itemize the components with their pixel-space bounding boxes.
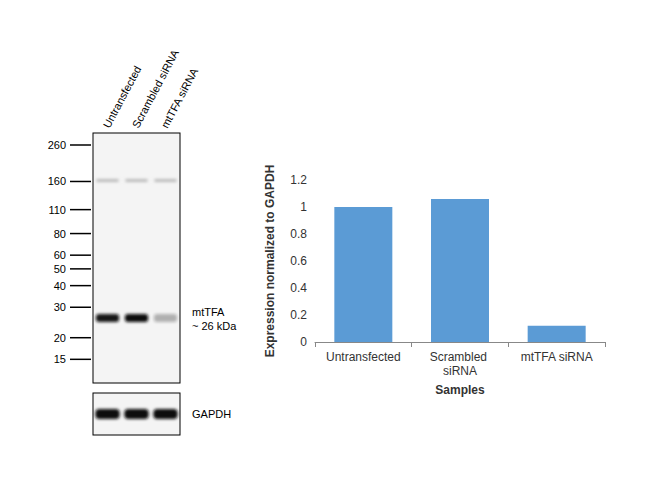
svg-text:Untransfected: Untransfected [326, 350, 401, 364]
svg-text:GAPDH: GAPDH [192, 408, 231, 420]
svg-text:40: 40 [54, 280, 66, 292]
svg-text:Samples: Samples [435, 383, 485, 397]
svg-text:1.2: 1.2 [290, 173, 307, 187]
svg-text:0.8: 0.8 [290, 227, 307, 241]
svg-text:60: 60 [54, 249, 66, 261]
svg-text:Expression normalized to GAPDH: Expression normalized to GAPDH [263, 165, 277, 358]
svg-text:Untransfected: Untransfected [100, 63, 144, 130]
svg-text:Scrambled: Scrambled [430, 350, 491, 364]
svg-text:0.4: 0.4 [290, 281, 307, 295]
svg-text:80: 80 [54, 228, 66, 240]
svg-text:20: 20 [54, 332, 66, 344]
svg-text:30: 30 [54, 301, 66, 313]
svg-text:~ 26 kDa: ~ 26 kDa [192, 320, 237, 332]
svg-text:mtTFA: mtTFA [192, 306, 225, 318]
svg-text:15: 15 [54, 353, 66, 365]
svg-text:0.6: 0.6 [290, 254, 307, 268]
svg-text:Scrambled siRNA: Scrambled siRNA [129, 47, 181, 130]
svg-text:0.2: 0.2 [290, 308, 307, 322]
svg-text:1: 1 [300, 200, 307, 214]
svg-text:mtTFA siRNA: mtTFA siRNA [521, 350, 593, 364]
svg-text:50: 50 [54, 263, 66, 275]
svg-text:160: 160 [48, 175, 66, 187]
svg-text:mtTFA siRNA: mtTFA siRNA [159, 65, 201, 129]
svg-text:0: 0 [300, 335, 307, 349]
svg-text:260: 260 [48, 139, 66, 151]
svg-text:siRNA: siRNA [443, 364, 477, 378]
svg-text:110: 110 [48, 204, 66, 216]
